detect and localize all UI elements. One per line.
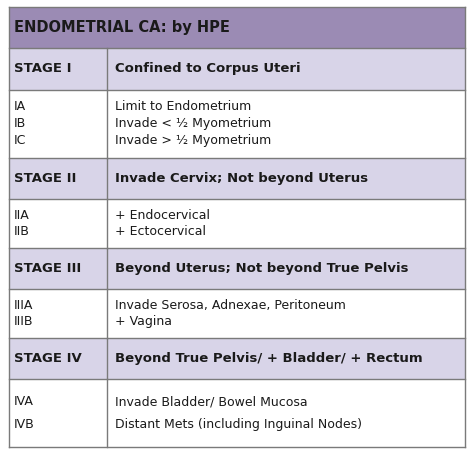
Bar [9, 337, 465, 379]
Text: Limit to Endometrium: Limit to Endometrium [115, 100, 252, 113]
Text: ENDOMETRIAL CA: by HPE: ENDOMETRIAL CA: by HPE [14, 20, 230, 35]
Text: IVA: IVA [14, 395, 34, 408]
Text: STAGE III: STAGE III [14, 262, 82, 275]
Text: Invade Cervix; Not beyond Uterus: Invade Cervix; Not beyond Uterus [115, 172, 368, 185]
Text: STAGE IV: STAGE IV [14, 352, 82, 365]
Text: IIA: IIA [14, 209, 30, 222]
Text: STAGE II: STAGE II [14, 172, 77, 185]
Text: Distant Mets (including Inguinal Nodes): Distant Mets (including Inguinal Nodes) [115, 418, 362, 431]
Bar [9, 158, 465, 199]
Text: IIIA: IIIA [14, 299, 34, 312]
Text: IVB: IVB [14, 418, 35, 431]
Text: IIB: IIB [14, 225, 30, 238]
Bar [9, 89, 465, 158]
Text: IC: IC [14, 134, 27, 147]
Text: Invade < ½ Myometrium: Invade < ½ Myometrium [115, 117, 272, 130]
Text: + Vagina: + Vagina [115, 315, 173, 328]
Text: + Ectocervical: + Ectocervical [115, 225, 206, 238]
Bar [9, 48, 465, 89]
Bar [9, 248, 465, 289]
Text: Invade > ½ Myometrium: Invade > ½ Myometrium [115, 134, 272, 147]
Text: Invade Serosa, Adnexae, Peritoneum: Invade Serosa, Adnexae, Peritoneum [115, 299, 346, 312]
Text: STAGE I: STAGE I [14, 62, 72, 75]
Text: + Endocervical: + Endocervical [115, 209, 210, 222]
Text: IIIB: IIIB [14, 315, 34, 328]
Text: Beyond True Pelvis/ + Bladder/ + Rectum: Beyond True Pelvis/ + Bladder/ + Rectum [115, 352, 423, 365]
Bar [9, 199, 465, 248]
Text: Beyond Uterus; Not beyond True Pelvis: Beyond Uterus; Not beyond True Pelvis [115, 262, 409, 275]
Text: Invade Bladder/ Bowel Mucosa: Invade Bladder/ Bowel Mucosa [115, 395, 308, 408]
Text: Confined to Corpus Uteri: Confined to Corpus Uteri [115, 62, 301, 75]
Text: IA: IA [14, 100, 27, 113]
Bar [9, 379, 465, 447]
Text: IB: IB [14, 117, 27, 130]
Bar [9, 289, 465, 337]
Bar [9, 7, 465, 48]
